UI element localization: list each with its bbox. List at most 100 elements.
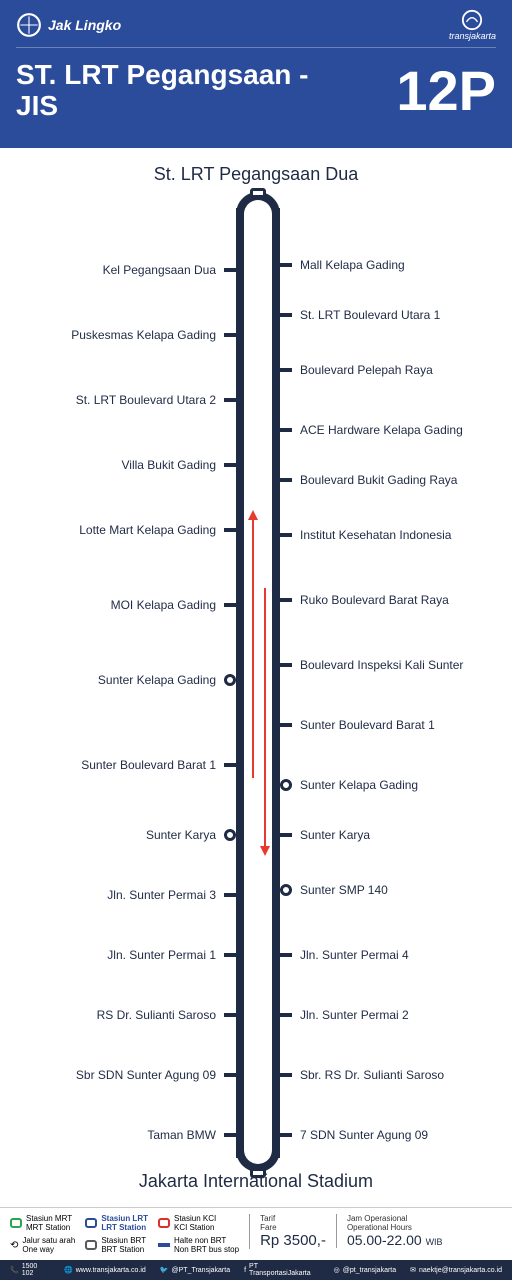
- stop-tick-icon: [224, 268, 236, 272]
- terminal-top: St. LRT Pegangsaan Dua: [0, 164, 512, 185]
- stop-tick-icon: [280, 533, 292, 537]
- stop-left: Jln. Sunter Permai 3: [107, 888, 236, 902]
- stop-tick-icon: [280, 598, 292, 602]
- terminal-bottom: Jakarta International Stadium: [0, 1171, 512, 1192]
- stop-tick-icon: [280, 1073, 292, 1077]
- stop-tick-icon: [280, 263, 292, 267]
- terminal-marker-top: [250, 188, 266, 198]
- stop-right: Ruko Boulevard Barat Raya: [280, 593, 449, 607]
- stop-right: Institut Kesehatan Indonesia: [280, 528, 451, 542]
- stop-right: Jln. Sunter Permai 2: [280, 1008, 409, 1022]
- stop-label: Sunter Kelapa Gading: [300, 778, 418, 792]
- stop-right: Sunter Karya: [280, 828, 370, 842]
- legend-kci: Stasiun KCI KCI Station: [158, 1214, 239, 1232]
- stop-label: Boulevard Bukit Gading Raya: [300, 473, 457, 487]
- stop-dot-icon: [280, 779, 292, 791]
- stop-label: Kel Pegangsaan Dua: [103, 263, 216, 277]
- stop-label: Boulevard Inspeksi Kali Sunter: [300, 658, 463, 672]
- email: ✉ naektje@transjakarta.co.id: [410, 1266, 502, 1274]
- fare-value: Rp 3500,-: [260, 1232, 326, 1249]
- stop-tick-icon: [224, 1133, 236, 1137]
- stop-tick-icon: [224, 333, 236, 337]
- footer: Stasiun MRT MRT Station ⟲Jalur satu arah…: [0, 1207, 512, 1280]
- logo-row: Jak Lingko transjakarta: [16, 8, 496, 48]
- stop-right: Sunter Kelapa Gading: [280, 778, 418, 792]
- stop-left: RS Dr. Sulianti Saroso: [97, 1008, 236, 1022]
- stop-tick-icon: [280, 1133, 292, 1137]
- stop-left: Taman BMW: [147, 1128, 236, 1142]
- transjakarta-text: transjakarta: [449, 31, 496, 41]
- stop-label: Jln. Sunter Permai 4: [300, 948, 409, 962]
- website: 🌐 www.transjakarta.co.id: [64, 1266, 146, 1274]
- stop-tick-icon: [224, 398, 236, 402]
- stop-dot-icon: [280, 884, 292, 896]
- stop-left: Sunter Karya: [146, 828, 236, 842]
- title-row: ST. LRT Pegangsaan - JIS 12P: [16, 48, 496, 123]
- stop-label: Taman BMW: [147, 1128, 216, 1142]
- stop-tick-icon: [280, 833, 292, 837]
- operational-hours: Jam Operasional Operational Hours 05.00-…: [336, 1214, 443, 1248]
- instagram: ◎ @pt_transjakarta: [334, 1266, 397, 1274]
- fare-label: Tarif Fare: [260, 1214, 326, 1232]
- phone: 📞 1500 102: [10, 1263, 50, 1277]
- stop-tick-icon: [280, 1013, 292, 1017]
- stop-label: MOI Kelapa Gading: [111, 598, 216, 612]
- legend-oneway: ⟲Jalur satu arah One way: [10, 1236, 75, 1254]
- twitter: 🐦 @PT_Transjakarta: [160, 1266, 230, 1274]
- facebook: f PT TransportasiJakarta: [244, 1263, 320, 1277]
- stop-right: Jln. Sunter Permai 4: [280, 948, 409, 962]
- stop-left: Jln. Sunter Permai 1: [107, 948, 236, 962]
- hours-label: Jam Operasional Operational Hours: [347, 1214, 443, 1232]
- route-number: 12P: [396, 58, 496, 123]
- jaklingko-logo: Jak Lingko: [16, 12, 121, 38]
- stop-right: St. LRT Boulevard Utara 1: [280, 308, 440, 322]
- stop-tick-icon: [280, 313, 292, 317]
- stop-label: Jln. Sunter Permai 1: [107, 948, 216, 962]
- stop-label: Villa Bukit Gading: [122, 458, 217, 472]
- stop-right: ACE Hardware Kelapa Gading: [280, 423, 463, 437]
- legend-lrt: Stasiun LRT LRT Station: [85, 1214, 148, 1232]
- stop-left: Puskesmas Kelapa Gading: [71, 328, 236, 342]
- stop-label: Ruko Boulevard Barat Raya: [300, 593, 449, 607]
- stop-label: Boulevard Pelepah Raya: [300, 363, 433, 377]
- stop-left: MOI Kelapa Gading: [111, 598, 236, 612]
- stop-left: Lotte Mart Kelapa Gading: [79, 523, 236, 537]
- jaklingko-text: Jak Lingko: [48, 17, 121, 33]
- track-left: [236, 208, 244, 1158]
- stop-left: Kel Pegangsaan Dua: [103, 263, 236, 277]
- legend-brt: Stasiun BRT BRT Station: [85, 1236, 148, 1254]
- stop-right: Sunter SMP 140: [280, 883, 388, 897]
- transjakarta-logo: transjakarta: [449, 9, 496, 41]
- stop-left: St. LRT Boulevard Utara 2: [76, 393, 236, 407]
- stop-right: Boulevard Pelepah Raya: [280, 363, 433, 377]
- stop-dot-icon: [224, 829, 236, 841]
- stop-tick-icon: [280, 663, 292, 667]
- stop-label: Puskesmas Kelapa Gading: [71, 328, 216, 342]
- stop-tick-icon: [280, 953, 292, 957]
- title-line1: ST. LRT Pegangsaan -: [16, 60, 309, 91]
- stop-tick-icon: [224, 1073, 236, 1077]
- stop-left: Sbr SDN Sunter Agung 09: [76, 1068, 236, 1082]
- stop-tick-icon: [224, 953, 236, 957]
- header: Jak Lingko transjakarta ST. LRT Pegangsa…: [0, 0, 512, 148]
- stop-label: Sunter Karya: [146, 828, 216, 842]
- stop-right: Boulevard Inspeksi Kali Sunter: [280, 658, 463, 672]
- stop-tick-icon: [224, 893, 236, 897]
- route-map: St. LRT Pegangsaan Dua Kel Pegangsaan Du…: [0, 148, 512, 1208]
- stop-dot-icon: [224, 674, 236, 686]
- stop-label: Mall Kelapa Gading: [300, 258, 405, 272]
- stop-tick-icon: [224, 463, 236, 467]
- stop-label: Lotte Mart Kelapa Gading: [79, 523, 216, 537]
- stop-label: Jln. Sunter Permai 3: [107, 888, 216, 902]
- stop-label: Jln. Sunter Permai 2: [300, 1008, 409, 1022]
- fare: Tarif Fare Rp 3500,-: [249, 1214, 326, 1249]
- stop-label: Sbr. RS Dr. Sulianti Saroso: [300, 1068, 444, 1082]
- stop-tick-icon: [280, 478, 292, 482]
- stop-label: Sunter Karya: [300, 828, 370, 842]
- stop-tick-icon: [224, 763, 236, 767]
- stop-left: Sunter Boulevard Barat 1: [81, 758, 236, 772]
- legend-nonbrt: Halte non BRT Non BRT bus stop: [158, 1236, 239, 1254]
- hours-value: 05.00-22.00 WIB: [347, 1232, 443, 1248]
- stop-label: 7 SDN Sunter Agung 09: [300, 1128, 428, 1142]
- stop-label: Sunter SMP 140: [300, 883, 388, 897]
